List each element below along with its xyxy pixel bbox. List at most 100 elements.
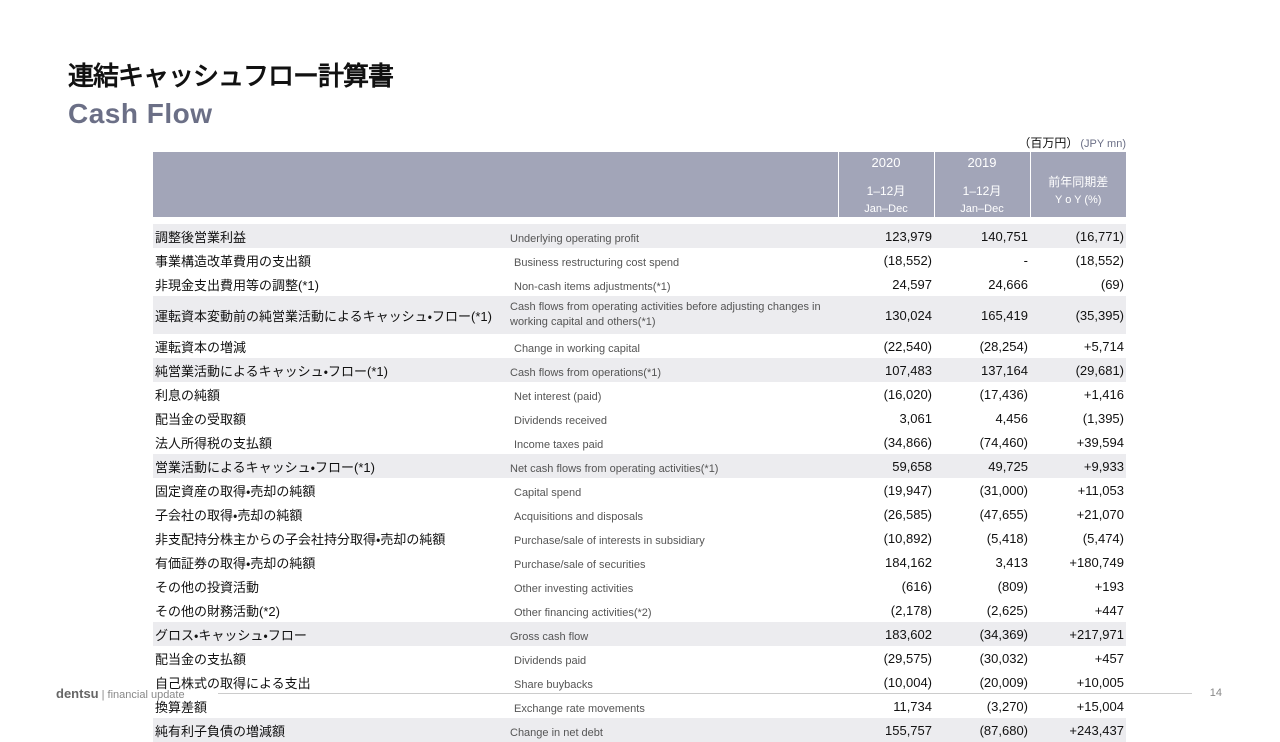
value-yoy: +10,005 [1076,674,1124,690]
title-ja: 連結キャッシュフロー計算書 [68,61,394,91]
value-yoy: +5,714 [1083,338,1124,354]
table-row: 子会社の取得・売却の純額 Acquisitions and disposals (2… [153,502,1126,526]
label-ja: その他の財務活動(*2) [155,603,280,619]
value-2019: 3,413 [995,554,1028,570]
label-en: Other investing activities [514,582,634,595]
table-row: 利息の純額 Net interest (paid) (16,020) (17,436)… [153,382,1126,406]
table-row: 自己株式の取得による支出 Share buybacks (10,004) (20,00… [153,670,1126,694]
table-row: その他の投資活動 Other investing activities (616) (… [153,574,1126,598]
label-en: Net interest (paid) [514,390,602,403]
value-2020: 24,597 [892,276,932,292]
label-ja: 換算差額 [155,699,208,715]
label-ja: 自己株式の取得による支出 [155,675,311,691]
value-2020: (29,575) [883,650,932,666]
value-2020: 130,024 [838,296,934,334]
footer: dentsu | financial update [56,686,185,701]
value-2019: (34,369) [934,622,1030,646]
label-en: Business restructuring cost spend [514,256,680,269]
label-en: Underlying operating profit [510,224,838,248]
label-ja: グロス・キャッシュ・フロー [153,622,510,646]
label-en: Gross cash flow [510,622,838,646]
value-yoy: +1,416 [1083,386,1124,402]
footer-text: | financial update [101,689,185,701]
value-2019: (5,418) [986,530,1028,546]
value-2019: (3,270) [986,698,1028,714]
value-2020: 155,757 [838,718,934,742]
value-yoy: +447 [1094,602,1124,618]
value-2020: (22,540) [883,338,932,354]
value-2020: 59,658 [838,454,934,478]
label-en: Change in working capital [514,342,640,355]
period-en: Jan–Dec [960,202,1004,215]
label-ja: 運転資本変動前の純営業活動によるキャッシュ・フロー(*1) [153,296,510,334]
value-yoy: (1,395) [1082,410,1124,426]
table-row: 運転資本の増減 Change in working capital (22,540)… [153,334,1126,358]
table-row: 純営業活動によるキャッシュ・フロー(*1) Cash flows from ope… [153,358,1126,382]
period: 前年同期差 [1048,175,1109,189]
label-ja: 純営業活動によるキャッシュ・フロー(*1) [153,358,510,382]
value-2020: (2,178) [890,602,932,618]
value-yoy: (35,395) [1030,296,1126,334]
year: 2020 [871,154,901,170]
value-2020: (34,866) [883,434,932,450]
table-row: 調整後営業利益 Underlying operating profit 123,97… [153,224,1126,248]
label-ja: 子会社の取得・売却の純額 [155,507,303,523]
table-row: グロス・キャッシュ・フロー Gross cash flow 183,602 (34,3… [153,622,1126,646]
label-en: Acquisitions and disposals [514,510,644,523]
value-yoy: +217,971 [1030,622,1126,646]
value-yoy: +39,594 [1076,434,1124,450]
header-row: 2020 1–12月 Jan–Dec 2019 1–12月 Jan–Dec 前年同期差 Y… [153,152,1126,217]
header-cell [510,152,838,217]
value-yoy: +193 [1094,578,1124,594]
value-2020: (18,552) [883,252,932,268]
value-2020: 11,734 [893,698,932,714]
value-yoy: (16,771) [1030,224,1126,248]
table-row: 運転資本変動前の純営業活動によるキャッシュ・フロー(*1) Cash flows … [153,296,1126,334]
period-en: Y o Y (%) [1055,194,1102,206]
value-yoy: (29,681) [1030,358,1126,382]
value-yoy: (69) [1100,276,1124,292]
table-row: 事業構造改革費用の支出額 Business restructuring cost … [153,248,1126,272]
header-cell: 前年同期差 Y o Y (%) [1029,152,1126,217]
table-row: 有価証券の取得・売却の純額 Purchase/sale of securities… [153,550,1126,574]
label-ja: 営業活動によるキャッシュ・フロー(*1) [153,454,510,478]
value-2019: (809) [997,578,1028,594]
value-2019: (20,009) [979,674,1028,690]
page-number: 14 [1209,687,1222,699]
value-2020: (16,020) [883,386,932,402]
period: 1–12月 [962,183,1002,198]
label-en: Change in net debt [510,718,838,742]
table-row: 法人所得税の支払額 Income taxes paid (34,866) (74,46… [153,430,1126,454]
label-ja: 非支配持分株主からの子会社持分取得・売却の純額 [155,531,446,547]
label-en: Dividends received [514,414,607,427]
table-row: その他の財務活動(*2) Other financing activities(*… [153,598,1126,622]
label-ja: 運転資本の増減 [155,339,247,355]
label-en: Purchase/sale of securities [514,558,646,571]
unit-en: (JPY mn) [1080,138,1126,150]
value-2019: (31,000) [979,482,1028,498]
value-2019: 140,751 [934,224,1030,248]
table-row: 換算差額 Exchange rate movements 11,734 (3,270)… [153,694,1126,718]
value-2019: 24,666 [988,276,1028,292]
table-row: 非支配持分株主からの子会社持分取得・売却の純額 Purchase/sale of … [153,526,1126,550]
value-2020: 123,979 [838,224,934,248]
period: 1–12月 [866,183,906,198]
label-en: Purchase/sale of interests in subsidiary [514,534,705,547]
value-yoy: (5,474) [1082,530,1124,546]
value-yoy: +15,004 [1076,698,1124,714]
value-yoy: +21,070 [1076,506,1124,522]
value-yoy: +457 [1094,650,1124,666]
label-ja: 固定資産の取得・売却の純額 [155,483,316,499]
header-cell: 2019 1–12月 Jan–Dec [933,152,1030,217]
table-row: 営業活動によるキャッシュ・フロー(*1) Net cash flows from … [153,454,1126,478]
label-ja: 配当金の受取額 [155,411,247,427]
header-cell: 2020 1–12月 Jan–Dec [837,152,934,217]
label-en: Income taxes paid [514,438,604,451]
value-2019: (2,625) [986,602,1028,618]
label-ja: 調整後営業利益 [153,224,510,248]
table-row: 純有利子負債の増減額 Change in net debt 155,757 (87,6… [153,718,1126,742]
label-en: Cash flows from operating activities bef… [510,296,838,334]
value-2019: - [1023,252,1028,268]
value-2019: 165,419 [934,296,1030,334]
slide: {"header": {"title_ja": "連結キャッシュフロー計算書",… [56,61,1222,742]
